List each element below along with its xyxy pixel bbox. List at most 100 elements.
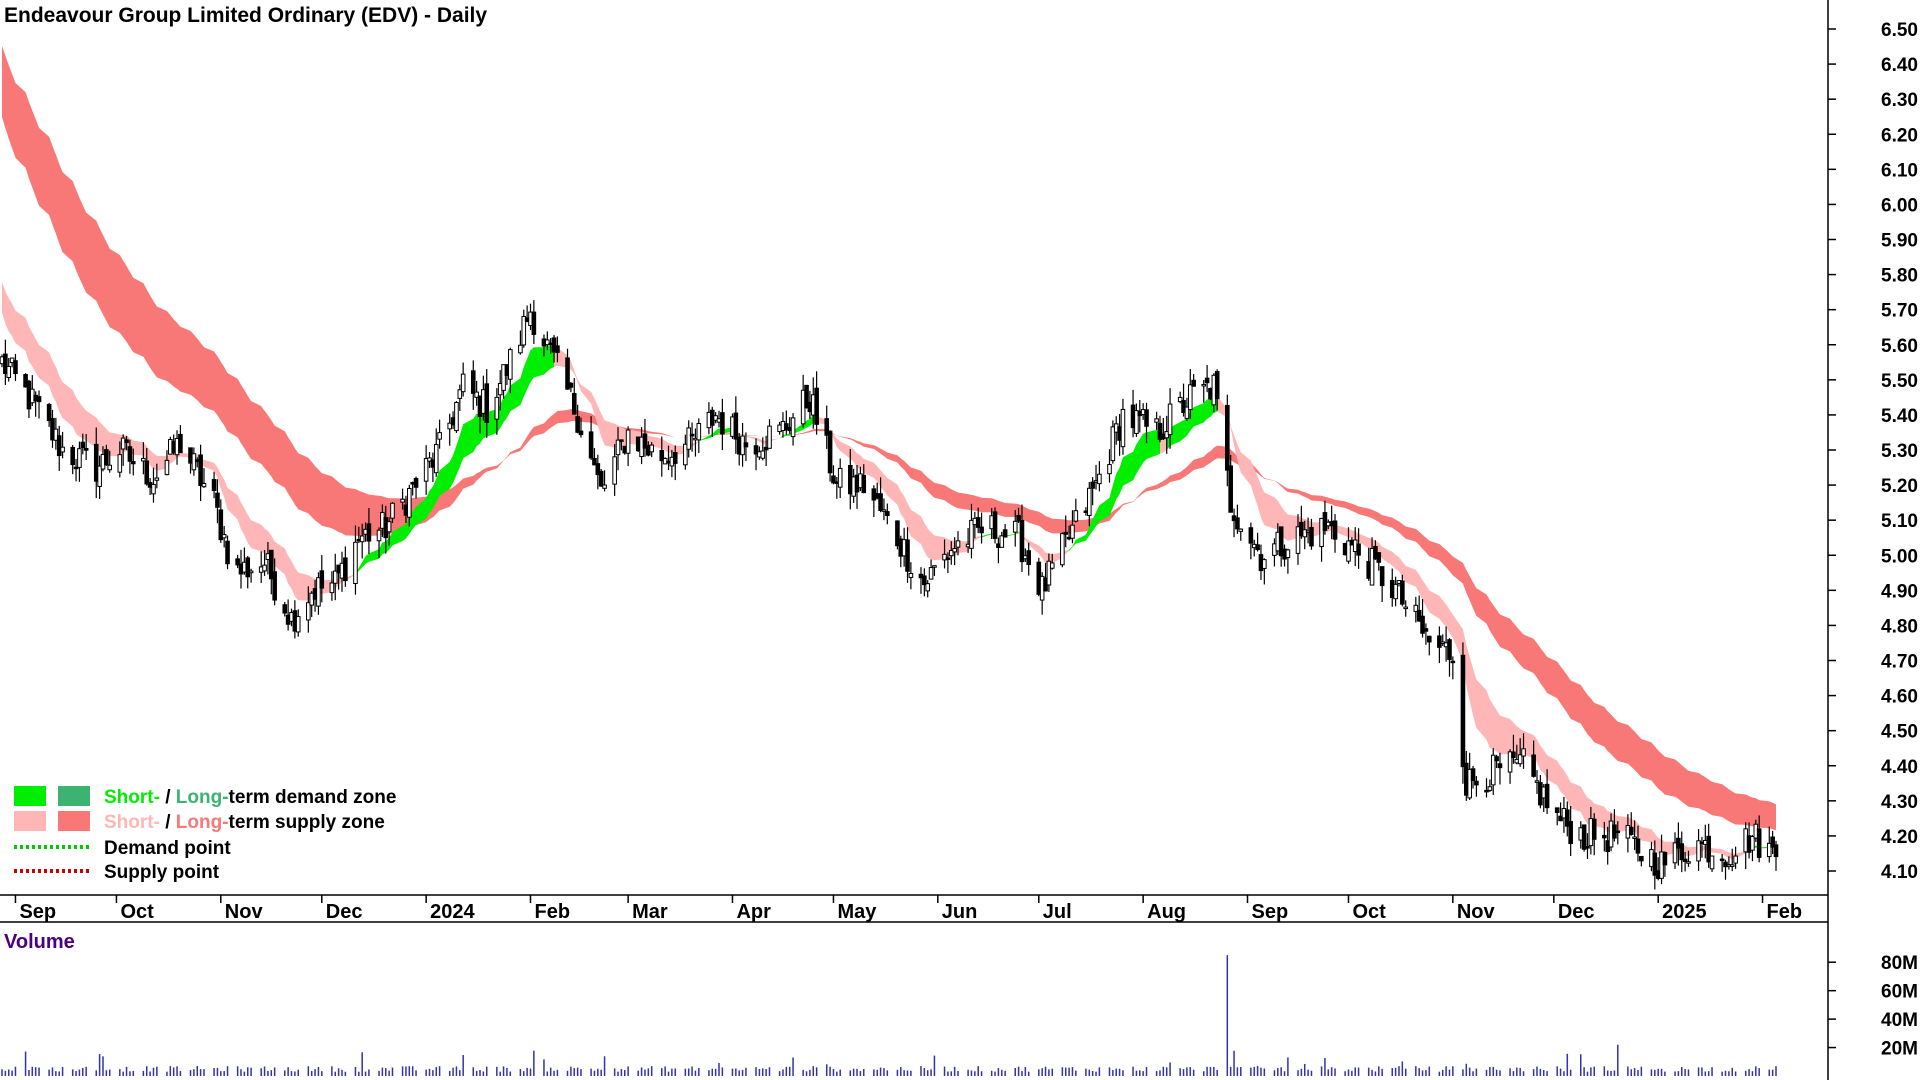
candle-body bbox=[784, 423, 789, 431]
candle-body bbox=[359, 535, 365, 543]
volume-bars bbox=[1, 955, 1777, 1076]
candle-body bbox=[1696, 840, 1701, 862]
candle-body bbox=[1204, 377, 1210, 384]
candle-body bbox=[1490, 754, 1496, 786]
candle-body bbox=[575, 416, 580, 433]
legend-demand-zone-label: Short- / Long-term demand zone bbox=[104, 787, 396, 808]
volume-tick-label: 80M bbox=[1881, 953, 1918, 974]
candle-body bbox=[332, 570, 338, 584]
candle-body bbox=[625, 429, 631, 454]
candle-body bbox=[1090, 481, 1095, 489]
short-term-zone-band bbox=[779, 414, 817, 439]
candle-body bbox=[1507, 751, 1513, 773]
x-tick-labels: Sep Oct Nov Dec 2024 Feb Mar Apr May Jun Jul Aug Sep… bbox=[14, 895, 1802, 923]
candle-body bbox=[117, 454, 123, 473]
candle-body bbox=[969, 519, 974, 549]
candle-body bbox=[1521, 748, 1526, 757]
candle-body bbox=[366, 523, 372, 542]
candle-body bbox=[413, 477, 419, 488]
candle-body bbox=[1309, 526, 1314, 547]
candle-body bbox=[1097, 473, 1102, 485]
x-axis: Sep Oct Nov Dec 2024 Feb Mar Apr May Jun Jul Aug Sep… bbox=[0, 894, 1828, 923]
candle-body bbox=[1426, 635, 1432, 643]
short-term-zone-band bbox=[355, 345, 555, 575]
candle-body bbox=[343, 557, 348, 582]
x-tick-label: Oct bbox=[120, 901, 154, 923]
candle-body bbox=[1474, 780, 1479, 786]
legend-swatch-long-supply bbox=[58, 811, 90, 831]
candle-body bbox=[494, 396, 500, 420]
candle-body bbox=[13, 360, 18, 375]
legend-demand-point-label: Demand point bbox=[104, 838, 231, 859]
y-tick-label: 5.30 bbox=[1881, 441, 1918, 462]
candle-body bbox=[992, 511, 998, 539]
short-term-zone-band bbox=[816, 416, 982, 561]
candle-body bbox=[353, 541, 358, 585]
volume-tick-labels: 80M 60M 40M 20M bbox=[1828, 953, 1918, 1060]
candle-body bbox=[164, 459, 170, 476]
x-tick-label: May bbox=[837, 901, 877, 923]
legend-swatch-long-demand bbox=[58, 786, 90, 806]
candle-body bbox=[571, 392, 577, 415]
y-tick-label: 5.60 bbox=[1881, 336, 1918, 357]
candle-body bbox=[592, 457, 597, 466]
candle-body bbox=[130, 461, 136, 465]
legend-sep-text: / bbox=[160, 787, 176, 808]
short-term-zone-band bbox=[1069, 429, 1160, 551]
candle-body bbox=[642, 433, 648, 449]
candle-body bbox=[6, 365, 12, 379]
candle-body bbox=[1026, 550, 1031, 566]
y-tick-label: 5.10 bbox=[1881, 511, 1918, 532]
candle-body bbox=[93, 443, 99, 482]
legend-long-demand-text: Long- bbox=[176, 787, 229, 808]
x-tick-label: Nov bbox=[1457, 901, 1496, 923]
candle-body bbox=[1299, 521, 1304, 537]
y-tick-label: 4.80 bbox=[1881, 616, 1918, 637]
candle-body bbox=[457, 389, 463, 399]
candle-body bbox=[215, 492, 220, 508]
candle-body bbox=[696, 423, 702, 441]
candle-body bbox=[23, 374, 28, 388]
candle-body bbox=[1686, 861, 1691, 864]
x-tick-label: Dec bbox=[326, 901, 363, 923]
candle-body bbox=[1564, 809, 1570, 827]
candle-body bbox=[1558, 815, 1563, 822]
candle-body bbox=[1682, 858, 1688, 862]
legend-short-supply-text: Short- bbox=[104, 812, 160, 833]
candle-body bbox=[235, 558, 240, 566]
y-tick-label: 5.50 bbox=[1881, 371, 1918, 392]
candle-body bbox=[1447, 639, 1452, 660]
y-tick-label: 6.00 bbox=[1881, 195, 1918, 216]
candle-body bbox=[1016, 515, 1021, 522]
x-tick-label: Sep bbox=[19, 901, 56, 923]
candle-body bbox=[1356, 543, 1361, 556]
candle-body bbox=[1733, 855, 1738, 864]
candle-body bbox=[316, 577, 321, 607]
y-tick-label: 4.10 bbox=[1881, 862, 1918, 883]
candle-body bbox=[1157, 422, 1163, 440]
volume-panel: Volume 80M 60M 40M 20M bbox=[1, 931, 1918, 1076]
candle-body bbox=[767, 425, 772, 449]
candle-body bbox=[1167, 403, 1173, 436]
x-tick-label: Aug bbox=[1147, 901, 1186, 923]
candle-body bbox=[1322, 512, 1328, 531]
candles bbox=[0, 300, 1779, 890]
chart-title: Endeavour Group Limited Ordinary (EDV) -… bbox=[4, 4, 487, 27]
candle-body bbox=[1073, 510, 1079, 522]
candle-body bbox=[1497, 763, 1503, 769]
candle-body bbox=[36, 396, 42, 403]
y-tick-label: 5.40 bbox=[1881, 406, 1918, 427]
candle-body bbox=[1120, 408, 1126, 448]
candle-body bbox=[1534, 780, 1540, 783]
candle-body bbox=[619, 439, 624, 442]
candle-body bbox=[720, 412, 725, 435]
candle-body bbox=[615, 439, 621, 456]
candle-body bbox=[598, 470, 604, 487]
candle-body bbox=[1400, 580, 1405, 605]
candle-body bbox=[178, 433, 183, 454]
candle-body bbox=[376, 529, 382, 542]
candle-body bbox=[878, 493, 883, 511]
candle-body bbox=[1672, 842, 1678, 864]
y-tick-label: 5.90 bbox=[1881, 231, 1918, 252]
y-tick-label: 4.20 bbox=[1881, 827, 1918, 848]
